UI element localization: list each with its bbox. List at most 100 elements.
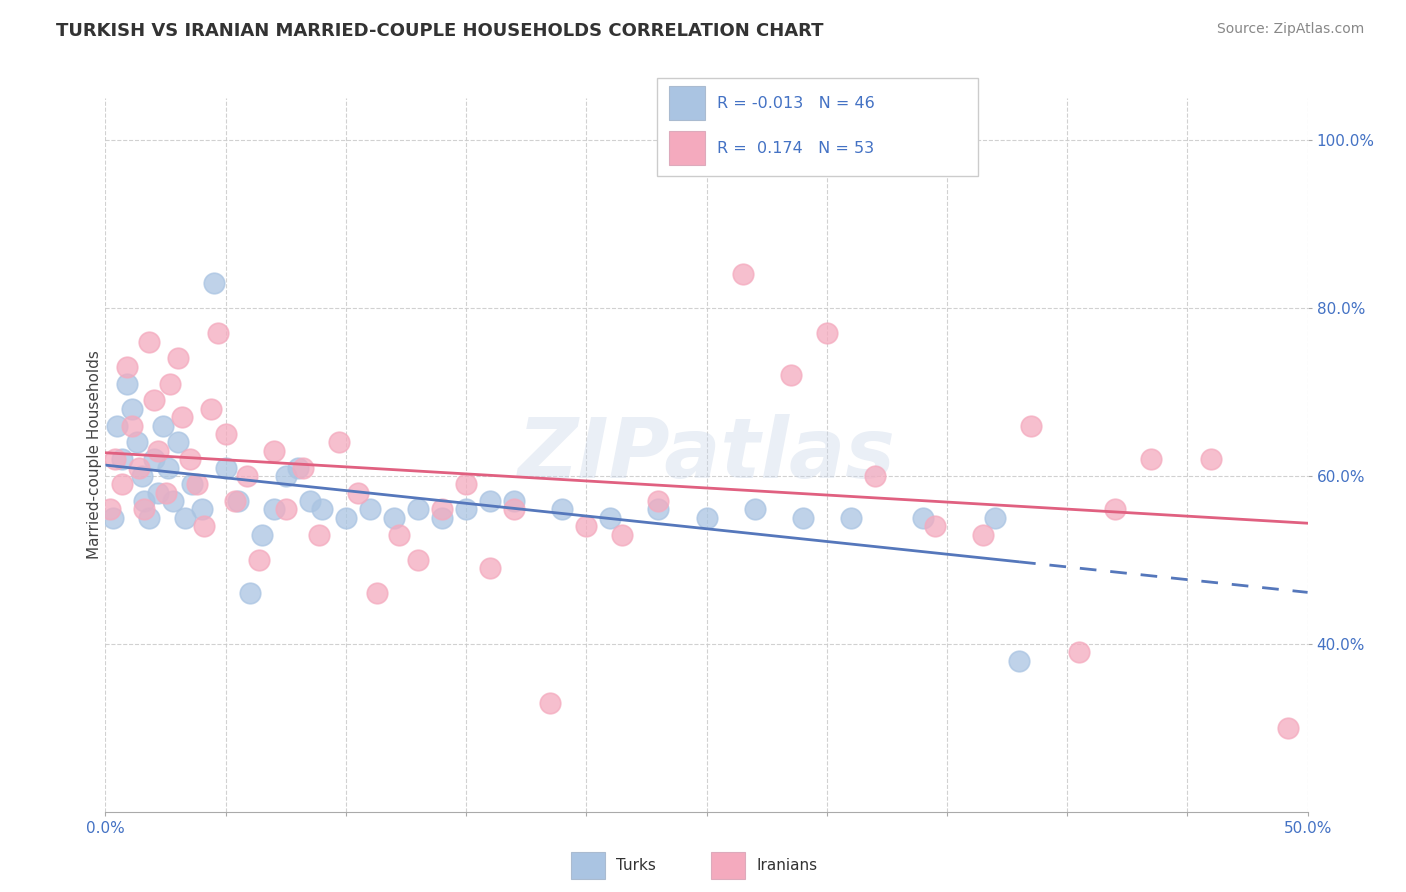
Point [972, 527, 994, 541]
Point [647, 494, 669, 508]
Point [291, 460, 314, 475]
Point [382, 511, 405, 525]
Point [328, 435, 350, 450]
Point [152, 418, 174, 433]
Text: ZIPatlas: ZIPatlas [517, 415, 896, 495]
Point [181, 477, 204, 491]
Point [186, 477, 208, 491]
Point [121, 401, 143, 416]
Point [115, 359, 138, 374]
Point [121, 418, 143, 433]
Text: TURKISH VS IRANIAN MARRIED-COUPLE HOUSEHOLDS CORRELATION CHART: TURKISH VS IRANIAN MARRIED-COUPLE HOUSEH… [56, 22, 824, 40]
Point [406, 502, 429, 516]
Point [239, 586, 262, 600]
Point [538, 696, 561, 710]
Point [792, 511, 814, 525]
Point [1277, 721, 1299, 735]
Point [1201, 452, 1223, 467]
Point [263, 502, 285, 516]
Point [454, 502, 477, 516]
Point [162, 494, 184, 508]
Point [430, 511, 453, 525]
Point [311, 502, 333, 516]
Point [599, 511, 621, 525]
Point [984, 511, 1007, 525]
Point [247, 553, 270, 567]
Point [173, 511, 195, 525]
Point [503, 494, 526, 508]
Bar [711, 852, 745, 879]
Point [779, 368, 801, 383]
Point [190, 502, 212, 516]
Point [696, 511, 718, 525]
Text: Iranians: Iranians [756, 858, 817, 872]
Point [224, 494, 246, 508]
Point [575, 519, 598, 533]
Point [202, 276, 225, 290]
Point [250, 527, 273, 541]
Point [214, 460, 236, 475]
Point [359, 502, 381, 516]
Point [924, 519, 946, 533]
Point [115, 376, 138, 391]
Point [366, 586, 388, 600]
Point [172, 410, 194, 425]
Point [125, 435, 148, 450]
Bar [669, 131, 704, 165]
Point [479, 561, 502, 575]
Point [159, 376, 181, 391]
Bar [571, 852, 605, 879]
FancyBboxPatch shape [657, 78, 977, 177]
Point [406, 553, 429, 567]
Point [155, 485, 177, 500]
Point [179, 452, 201, 467]
Point [274, 502, 297, 516]
Point [131, 469, 153, 483]
Point [101, 511, 124, 525]
Point [1069, 645, 1091, 659]
Point [107, 418, 129, 433]
Point [148, 485, 170, 500]
Point [156, 460, 179, 475]
Y-axis label: Married-couple Households: Married-couple Households [87, 351, 101, 559]
Point [612, 527, 634, 541]
Point [744, 502, 766, 516]
Point [148, 443, 170, 458]
Point [1140, 452, 1163, 467]
Point [193, 519, 215, 533]
Point [503, 502, 526, 516]
Point [1104, 502, 1126, 516]
Point [142, 452, 165, 467]
Point [166, 351, 188, 366]
Point [430, 502, 453, 516]
Point [1008, 654, 1031, 668]
Point [551, 502, 574, 516]
Point [863, 469, 886, 483]
Point [236, 469, 259, 483]
Text: Turks: Turks [616, 858, 655, 872]
Point [287, 460, 309, 475]
Point [298, 494, 321, 508]
Point [104, 452, 127, 467]
Point [347, 485, 370, 500]
Bar [669, 87, 704, 120]
Point [200, 401, 222, 416]
Point [128, 460, 150, 475]
Point [731, 268, 754, 282]
Point [839, 511, 862, 525]
Point [308, 527, 330, 541]
Point [226, 494, 249, 508]
Point [911, 511, 934, 525]
Point [111, 452, 134, 467]
Point [274, 469, 297, 483]
Point [138, 334, 160, 349]
Point [335, 511, 357, 525]
Text: R = -0.013   N = 46: R = -0.013 N = 46 [717, 95, 875, 111]
Point [647, 502, 669, 516]
Point [214, 426, 236, 441]
Text: R =  0.174   N = 53: R = 0.174 N = 53 [717, 141, 873, 155]
Point [132, 494, 155, 508]
Point [479, 494, 502, 508]
Point [683, 154, 706, 169]
Point [132, 502, 155, 516]
